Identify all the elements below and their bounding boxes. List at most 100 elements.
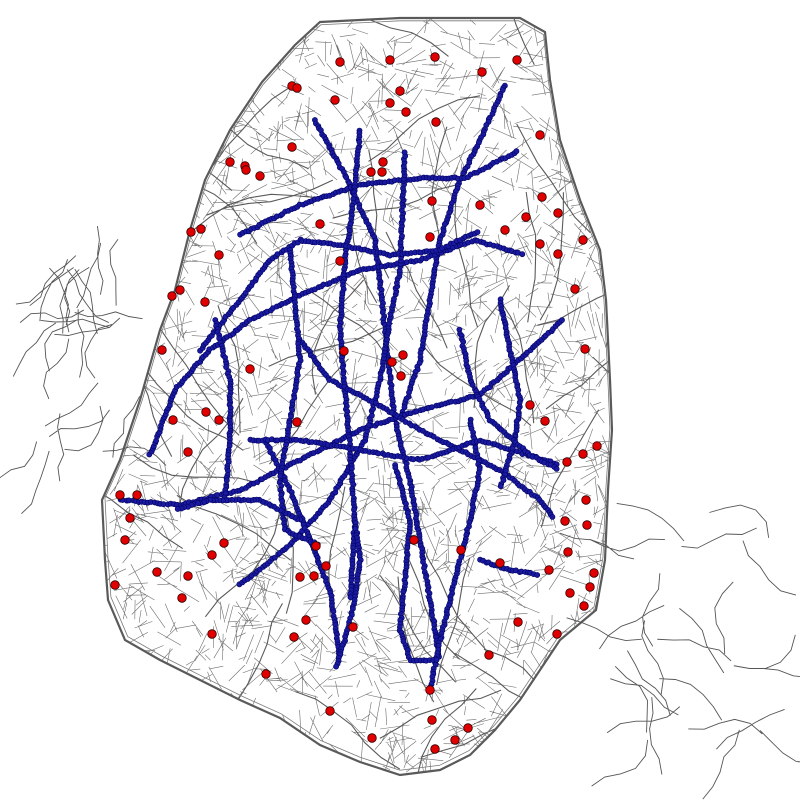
poi-marker	[565, 588, 575, 598]
metro-point	[476, 396, 483, 403]
poi-marker	[512, 55, 522, 65]
poi-marker	[450, 735, 460, 745]
poi-marker	[120, 535, 130, 545]
poi-marker	[377, 167, 387, 177]
poi-marker	[544, 565, 554, 575]
poi-marker	[225, 157, 235, 167]
poi-marker	[500, 225, 510, 235]
poi-marker	[167, 291, 177, 301]
metro-line	[212, 317, 234, 501]
poi-marker	[585, 582, 595, 592]
poi-marker	[477, 67, 487, 77]
metro-point	[553, 465, 560, 472]
metro-line	[146, 237, 526, 458]
poi-marker	[255, 171, 265, 181]
poi-marker	[579, 601, 589, 611]
poi-marker	[339, 346, 349, 356]
poi-marker	[475, 200, 485, 210]
poi-marker	[214, 415, 224, 425]
poi-marker	[409, 535, 419, 545]
poi-marker	[540, 416, 550, 426]
poi-marker	[589, 568, 599, 578]
poi-marker	[580, 344, 590, 354]
poi-marker	[309, 571, 319, 581]
metro-point	[559, 317, 565, 323]
metro-point	[549, 514, 556, 520]
poi-marker	[537, 192, 547, 202]
poi-marker	[387, 357, 397, 367]
poi-marker	[207, 629, 217, 639]
poi-marker	[525, 400, 535, 410]
poi-marker	[562, 457, 572, 467]
metro-point	[333, 663, 339, 670]
poi-marker	[186, 227, 196, 237]
poi-marker	[196, 224, 206, 234]
poi-marker	[560, 516, 570, 526]
poi-marker	[535, 239, 545, 249]
outskirt-roads	[0, 225, 800, 800]
metro-line	[237, 148, 520, 238]
poi-marker	[401, 107, 411, 117]
poi-marker	[427, 196, 437, 206]
metro-line	[392, 462, 440, 664]
poi-marker	[427, 715, 437, 725]
metro-line	[333, 516, 364, 670]
metro-point	[174, 506, 181, 512]
poi-marker	[335, 57, 345, 67]
poi-marker	[395, 86, 405, 96]
metro-point	[513, 148, 520, 155]
poi-marker	[321, 561, 331, 571]
poi-marker	[513, 617, 523, 627]
poi-marker	[287, 142, 297, 152]
poi-marker	[553, 249, 563, 259]
poi-marker	[175, 285, 185, 295]
poi-marker	[398, 350, 408, 360]
poi-marker	[132, 490, 142, 500]
poi-marker	[311, 541, 321, 551]
metro-line	[117, 317, 565, 509]
poi-marker	[168, 415, 178, 425]
metro-line	[311, 117, 442, 660]
poi-marker	[219, 538, 229, 548]
poi-marker	[495, 558, 505, 568]
poi-marker	[385, 55, 395, 65]
poi-marker	[581, 495, 591, 505]
poi-marker	[183, 447, 193, 457]
metro-line	[174, 496, 304, 523]
poi-marker	[553, 208, 563, 218]
poi-marker	[592, 441, 602, 451]
poi-marker	[241, 165, 251, 175]
poi-marker	[330, 95, 340, 105]
metro-point	[433, 656, 440, 663]
metro-line	[336, 127, 363, 601]
poi-marker	[292, 417, 302, 427]
poi-marker	[348, 622, 358, 632]
poi-marker	[582, 520, 592, 530]
poi-marker	[456, 545, 466, 555]
metro-point	[399, 233, 405, 239]
poi-marker	[431, 117, 441, 127]
poi-marker	[425, 232, 435, 242]
metro-point	[497, 483, 504, 490]
metro-route-points	[117, 82, 565, 690]
metro-point	[401, 149, 408, 156]
metro-point	[534, 572, 541, 578]
poi-marker	[315, 219, 325, 229]
poi-marker	[301, 615, 311, 625]
poi-marker	[366, 167, 376, 177]
poi-marker	[396, 371, 406, 381]
poi-marker	[335, 256, 345, 266]
poi-marker	[207, 550, 217, 560]
poi-marker	[535, 130, 545, 140]
poi-marker	[578, 235, 588, 245]
metro-line	[197, 229, 481, 354]
poi-markers	[110, 52, 602, 754]
poi-marker	[214, 250, 224, 260]
poi-marker	[552, 629, 562, 639]
poi-marker	[430, 52, 440, 62]
street-network	[102, 18, 612, 775]
poi-marker	[200, 297, 210, 307]
metro-point	[519, 251, 526, 258]
poi-marker	[289, 632, 299, 642]
